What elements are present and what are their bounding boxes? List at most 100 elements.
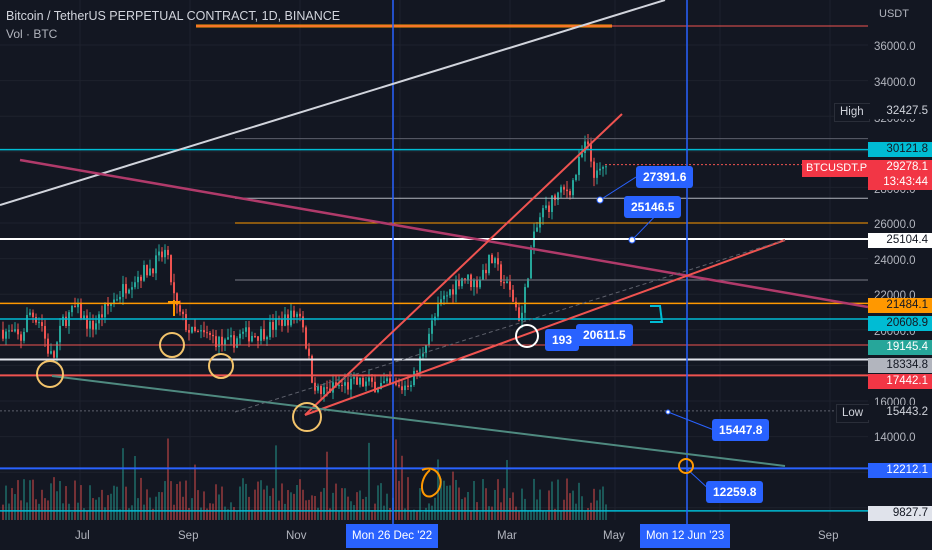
volume-bar [215, 484, 217, 520]
volume-bar [605, 504, 607, 520]
candle-body [125, 284, 127, 294]
volume-bar [515, 506, 517, 520]
volume-bar [245, 483, 247, 520]
volume-bar [401, 455, 403, 520]
candle-body [47, 338, 49, 354]
candle-body [260, 329, 262, 341]
volume-bar [275, 445, 277, 520]
x-label-selected-dec[interactable]: Mon 26 Dec '22 [346, 524, 439, 548]
candle-body [380, 382, 382, 390]
callout-12259[interactable]: 12259.8 [706, 481, 764, 503]
candle-body [170, 255, 172, 283]
volume-bar [266, 485, 268, 520]
candle-body [14, 329, 16, 332]
volume-bar [416, 511, 418, 520]
candle-body [557, 192, 559, 201]
candle-body [206, 332, 208, 334]
volume-bar [365, 496, 367, 520]
volume-bar [140, 477, 142, 520]
volume-bar [581, 496, 583, 520]
price-label-9827: 9827.7 [868, 506, 932, 521]
candle-body [491, 254, 493, 264]
volume-bar [23, 479, 25, 520]
currency-label[interactable]: USDT [879, 8, 909, 20]
volume-bar [62, 503, 64, 520]
volume-bar [65, 486, 67, 520]
volume-bar [137, 498, 139, 520]
candle-body [323, 387, 325, 395]
candle-body [194, 326, 196, 331]
symbol-tag: BTCUSDT.P [802, 160, 872, 177]
volume-bar [536, 499, 538, 520]
volume-bar [236, 510, 238, 520]
candle-body [596, 170, 598, 178]
volume-bar [227, 509, 229, 520]
volume-bar [296, 484, 298, 520]
volume-bar [56, 491, 58, 520]
volume-bar [572, 490, 574, 520]
high-label: High [834, 103, 870, 122]
volume-bar [287, 490, 289, 520]
callout-15447[interactable]: 15447.8 [712, 419, 770, 441]
price-label-18334: 18334.8 [868, 358, 932, 373]
x-label-selected-jun[interactable]: Mon 12 Jun '23 [640, 524, 731, 548]
volume-bar [176, 483, 178, 520]
callout-193[interactable]: 193 [545, 329, 580, 351]
volume-bar [542, 511, 544, 520]
candle-body [362, 377, 364, 387]
candle-body [317, 385, 319, 391]
x-label-nov: Nov [286, 530, 307, 542]
candle-body [11, 330, 13, 332]
volume-bar [260, 480, 262, 520]
volume-bar [254, 489, 256, 520]
volume-bar [143, 504, 145, 520]
candle-body [572, 180, 574, 196]
callout-20611[interactable]: 20611.5 [576, 324, 633, 346]
candle-body [599, 168, 601, 171]
volume-bar [545, 511, 547, 520]
volume-bar [332, 492, 334, 520]
volume-bar [521, 488, 523, 520]
callout-27391[interactable]: 27391.6 [636, 166, 694, 188]
candle-body [356, 377, 358, 385]
candle-body [107, 303, 109, 306]
candle-body [440, 299, 442, 305]
circle-marker [678, 458, 694, 474]
candle-body [524, 287, 526, 313]
callout-25146[interactable]: 25146.5 [624, 196, 682, 218]
candle-body [518, 307, 520, 321]
candle-body [191, 326, 193, 333]
volume-bar [455, 479, 457, 520]
candle-body [257, 336, 259, 341]
volume-bar [221, 486, 223, 520]
volume-bar [449, 485, 451, 520]
volume-bar [380, 483, 382, 520]
candle-body [128, 289, 130, 294]
volume-bar [206, 508, 208, 520]
volume-bar [149, 497, 151, 520]
volume-bar [395, 439, 397, 520]
candle-body [5, 331, 7, 339]
volume-bar [569, 493, 571, 520]
candle-body [230, 335, 232, 338]
candle-body [545, 205, 547, 209]
tick-label: 26000.0 [874, 219, 916, 231]
volume-bar [92, 498, 94, 520]
volume-bar [74, 480, 76, 520]
volume-bar [272, 488, 274, 520]
candle-body [569, 191, 571, 196]
volume-bar [464, 497, 466, 520]
candle-body [119, 296, 121, 300]
candle-body [476, 279, 478, 288]
x-label-sep: Sep [178, 530, 199, 542]
volume-bar [557, 479, 559, 520]
candle-body [149, 268, 151, 276]
volume-bar [257, 481, 259, 520]
candle-body [521, 312, 523, 321]
volume-bar [341, 488, 343, 520]
volume-bar [539, 489, 541, 520]
candle-body [578, 156, 580, 175]
candle-body [443, 295, 445, 300]
candle-body [86, 315, 88, 329]
